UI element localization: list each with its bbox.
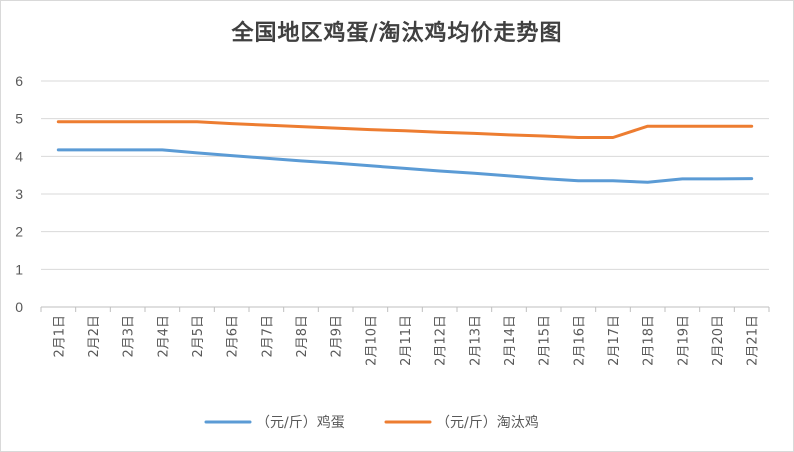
x-tick-label: 2月11日: [399, 315, 414, 366]
x-tick-label: 2月3日: [122, 315, 137, 358]
y-tick-label: 3: [15, 186, 23, 202]
x-tick-label: 2月9日: [330, 315, 345, 358]
x-tick-label: 2月1日: [52, 315, 67, 358]
x-tick-label: 2月12日: [434, 315, 449, 366]
legend-label-1: （元/斤）鸡蛋: [256, 414, 345, 431]
series-line-1: [56, 148, 754, 184]
y-tick-label: 4: [15, 148, 23, 164]
x-tick-label: 2月8日: [295, 315, 310, 358]
x-tick-label: 2月2日: [87, 315, 102, 358]
y-tick-label: 5: [15, 111, 23, 127]
x-tick-label: 2月4日: [156, 315, 171, 358]
x-tick-label: 2月13日: [468, 315, 483, 366]
y-tick-label: 0: [15, 299, 23, 315]
x-tick-label: 2月21日: [746, 315, 761, 366]
chart-title: 全国地区鸡蛋/淘汰鸡均价走势图: [231, 21, 563, 46]
y-tick-label: 2: [15, 224, 23, 240]
y-tick-label: 6: [15, 73, 23, 89]
x-tick-label: 2月16日: [572, 315, 587, 366]
x-tick-label: 2月19日: [676, 315, 691, 366]
x-tick-label: 2月6日: [226, 315, 241, 358]
x-tick-label: 2月18日: [642, 315, 657, 366]
x-tick-label: 2月10日: [364, 315, 379, 366]
x-tick-label: 2月17日: [607, 315, 622, 366]
x-tick-label: 2月15日: [538, 315, 553, 366]
series-line-2: [56, 120, 754, 139]
x-tick-label: 2月7日: [260, 315, 275, 358]
legend-label-2: （元/斤）淘汰鸡: [436, 414, 539, 431]
x-tick-label: 2月14日: [503, 315, 518, 366]
x-tick-label: 2月5日: [191, 315, 206, 358]
y-tick-label: 1: [15, 261, 23, 277]
x-tick-label: 2月20日: [711, 315, 726, 366]
